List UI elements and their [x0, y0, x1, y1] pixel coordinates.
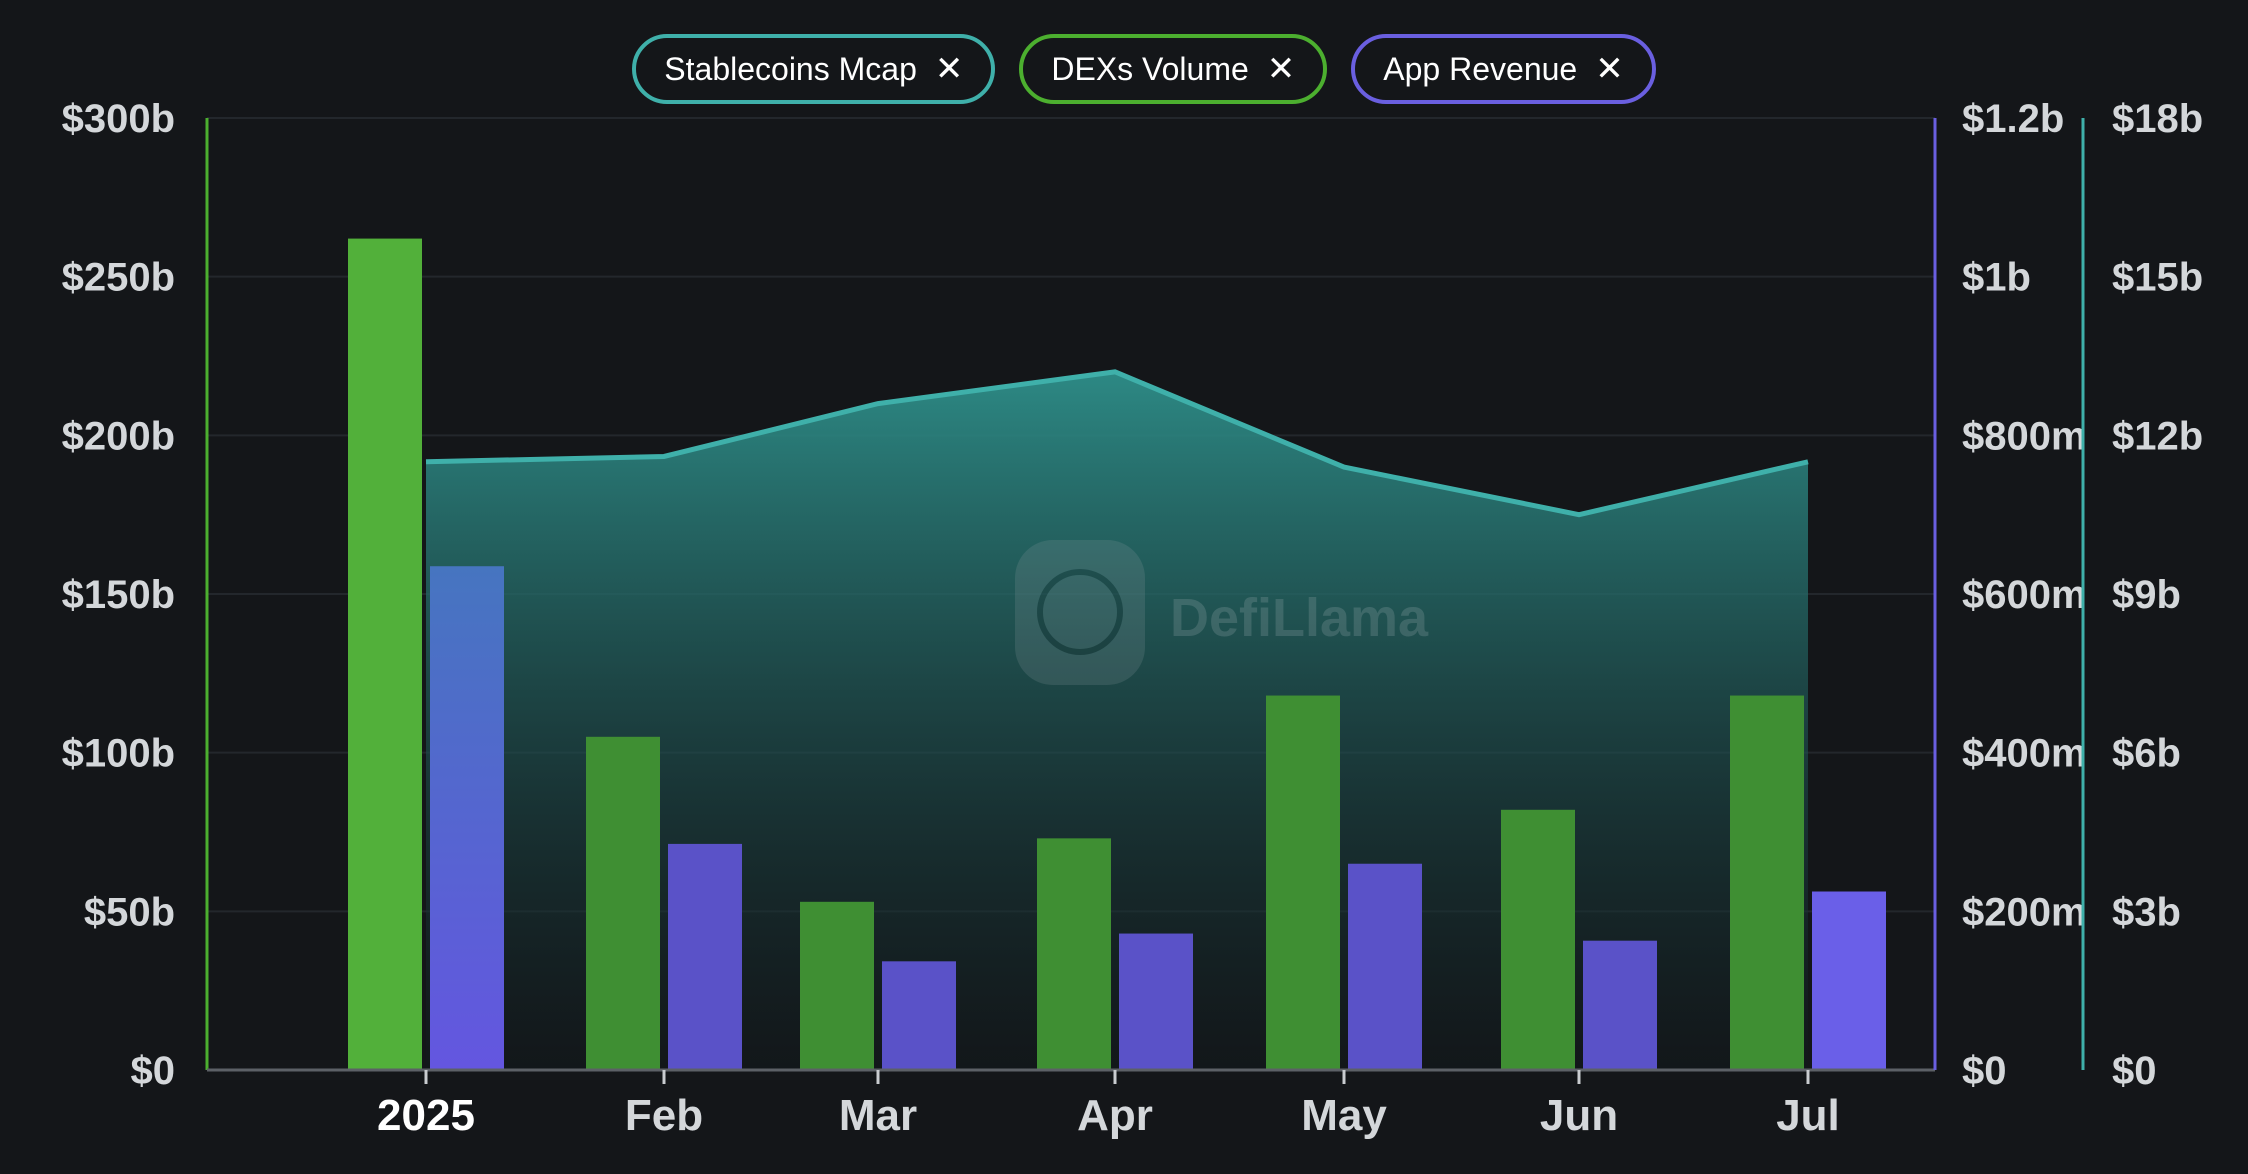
legend-chip-app-revenue[interactable]: App Revenue ✕: [1351, 34, 1656, 104]
legend-chip-label: DEXs Volume: [1051, 50, 1249, 87]
app-revenue-bar: [1812, 891, 1886, 1070]
right-axis-revenue-tick-label: $1.2b: [1962, 97, 2064, 141]
right-axis-stablecoins-tick-label: $12b: [2112, 414, 2203, 458]
llama-logo-icon: [1015, 540, 1145, 685]
right-axis-stablecoins-tick-label: $3b: [2112, 890, 2181, 934]
dex-volume-bar: [800, 901, 874, 1070]
app-revenue-bar: [430, 566, 504, 1070]
legend-chip-dexs-volume[interactable]: DEXs Volume ✕: [1019, 34, 1328, 104]
right-axis-revenue-tick-label: $0: [1962, 1049, 2007, 1093]
x-axis-tick-label: May: [1301, 1091, 1387, 1140]
dex-volume-bar: [1730, 695, 1804, 1070]
right-axis-revenue-tick-label: $200m: [1962, 890, 2087, 934]
x-axis-tick-label: Mar: [839, 1091, 917, 1140]
legend-chip-stablecoins-mcap[interactable]: Stablecoins Mcap ✕: [632, 34, 996, 104]
left-axis-tick-label: $300b: [62, 97, 175, 141]
legend-chip-label: Stablecoins Mcap: [664, 50, 917, 87]
x-axis-tick-label: 2025: [377, 1091, 475, 1140]
right-axis-stablecoins-tick-label: $6b: [2112, 732, 2181, 776]
app-revenue-bar: [668, 843, 742, 1070]
close-icon[interactable]: ✕: [1595, 50, 1624, 88]
dex-volume-bar: [1266, 695, 1340, 1070]
right-axis-revenue-tick-label: $800m: [1962, 414, 2087, 458]
x-axis-tick-label: Apr: [1077, 1091, 1153, 1140]
watermark: DefiLlama: [1015, 540, 1429, 685]
legend: Stablecoins Mcap ✕ DEXs Volume ✕ App Rev…: [0, 34, 2248, 104]
right-axis-stablecoins-tick-label: $18b: [2112, 97, 2203, 141]
watermark-text: DefiLlama: [1170, 588, 1429, 648]
right-axis-revenue-tick-label: $400m: [1962, 732, 2087, 776]
right-axis-stablecoins-tick-label: $15b: [2112, 256, 2203, 300]
close-icon[interactable]: ✕: [934, 50, 964, 88]
right-axis-revenue-tick-label: $1b: [1962, 256, 2031, 300]
left-axis-tick-label: $250b: [62, 256, 175, 300]
dex-volume-bar: [1037, 838, 1111, 1070]
x-axis-tick-label: Jul: [1776, 1091, 1840, 1140]
dex-volume-bar: [1501, 809, 1575, 1070]
x-axis-tick-label: Feb: [625, 1091, 703, 1140]
stablecoins-area-line: [425, 369, 1809, 518]
left-axis-tick-label: $200b: [62, 414, 175, 458]
llama-logo-eye: [1037, 569, 1123, 655]
close-icon[interactable]: ✕: [1266, 50, 1296, 88]
legend-chip-label: App Revenue: [1383, 50, 1578, 87]
right-axis-revenue-tick-label: $600m: [1962, 573, 2087, 617]
stablecoins-area-fill: [426, 371, 1808, 1070]
left-axis-tick-label: $100b: [62, 732, 175, 776]
right-axis-stablecoins-tick-label: $0: [2112, 1049, 2157, 1093]
right-axis-stablecoins-tick-label: $9b: [2112, 573, 2181, 617]
dex-volume-bar: [348, 238, 422, 1070]
x-axis-tick-label: Jun: [1540, 1091, 1618, 1140]
left-axis-tick-label: $0: [131, 1049, 176, 1093]
app-revenue-bar: [882, 961, 956, 1070]
app-revenue-bar: [1348, 863, 1422, 1070]
left-axis-tick-label: $150b: [62, 573, 175, 617]
dex-volume-bar: [586, 736, 660, 1070]
app-revenue-bar: [1119, 933, 1193, 1070]
app-revenue-bar: [1583, 940, 1657, 1070]
left-axis-tick-label: $50b: [84, 890, 175, 934]
